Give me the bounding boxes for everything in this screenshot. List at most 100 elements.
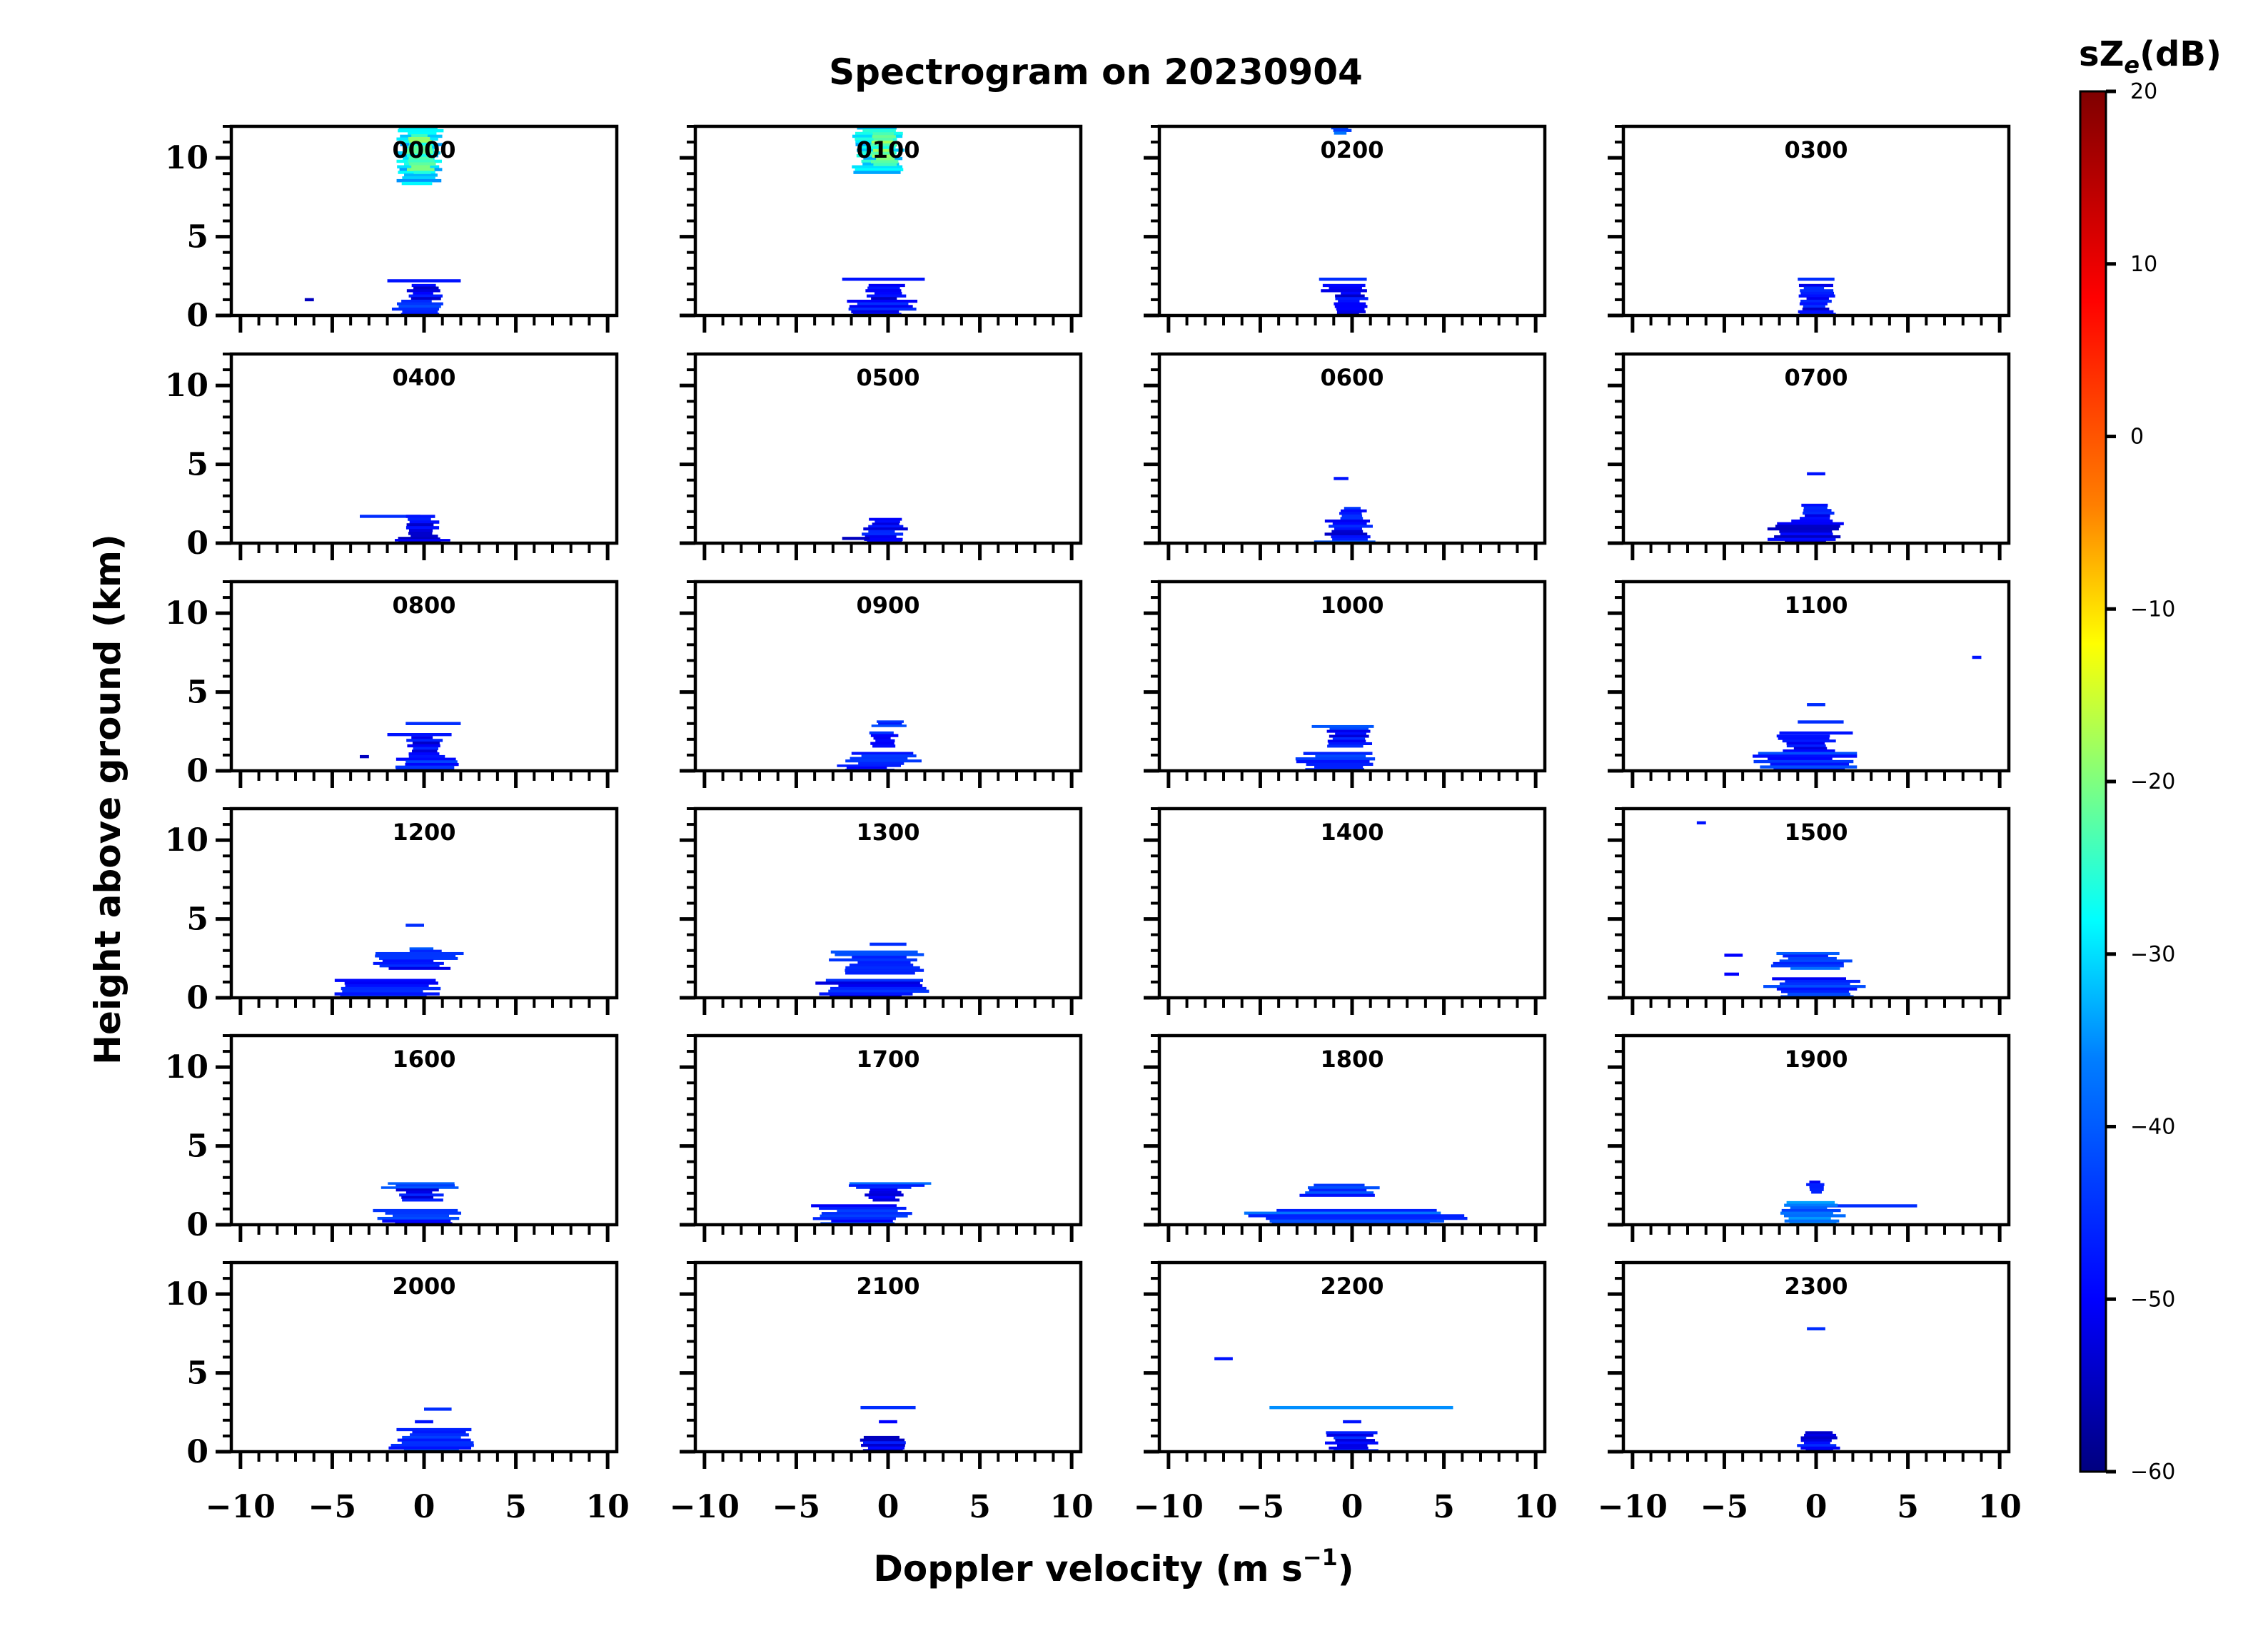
echo-line xyxy=(1214,1357,1233,1360)
echo-line xyxy=(360,754,369,759)
panel-label: 0800 xyxy=(392,592,455,619)
x-tick-label: 0 xyxy=(1341,1489,1364,1525)
echo-feature xyxy=(387,733,452,737)
panel-1800: 1800 xyxy=(1144,1033,1547,1242)
echo-bin xyxy=(1803,509,1832,512)
echo-bin xyxy=(1786,744,1826,748)
colorbar-tick-label: −50 xyxy=(2130,1287,2175,1312)
colorbar-label-sub: e xyxy=(2124,51,2140,79)
echo-line xyxy=(415,1420,433,1424)
echo-line xyxy=(304,298,314,302)
echo-bin xyxy=(1335,297,1369,300)
echo-bin xyxy=(1798,310,1834,313)
echo-feature xyxy=(1798,283,1836,316)
echo-bin xyxy=(1331,530,1364,533)
colorbar-tick-label: 10 xyxy=(2130,252,2157,277)
echo-bin xyxy=(1326,1431,1378,1435)
echo-bin xyxy=(1783,749,1835,753)
echo-bin xyxy=(402,310,438,313)
echo-bin xyxy=(1311,724,1374,728)
colorbar-tick-label: −30 xyxy=(2130,942,2175,967)
echo-bin xyxy=(409,520,440,524)
echo-bin xyxy=(853,171,901,174)
echo-bin xyxy=(388,966,451,970)
echo-bin xyxy=(1305,1191,1374,1195)
echo-bin xyxy=(871,297,897,300)
echo-bin xyxy=(1780,532,1833,536)
colorbar-label: sZe(dB) xyxy=(2079,34,2222,79)
echo-bin xyxy=(404,151,434,155)
echo-bin xyxy=(858,762,904,765)
echo-bin xyxy=(1767,527,1839,531)
echo-line xyxy=(1972,655,1982,659)
panel-0200: 0200 xyxy=(1144,124,1547,333)
panel-2100: −10 −5 0 5 10 2100 xyxy=(670,1260,1094,1525)
echo-feature xyxy=(1324,1431,1379,1452)
echo-feature xyxy=(360,515,420,518)
echo-bin xyxy=(825,979,923,982)
echo-feature xyxy=(848,1182,932,1189)
echo-feature xyxy=(1319,278,1367,281)
echo-bin xyxy=(1811,1190,1822,1194)
echo-bin xyxy=(406,289,440,293)
echo-bin xyxy=(837,1209,898,1213)
x-tick-label: 5 xyxy=(1433,1489,1455,1525)
echo-bin xyxy=(409,142,434,146)
colorbar-tick-label: −40 xyxy=(2130,1115,2175,1140)
colorbar-ticks: 20 10 0 −10 −20 −30 −40 −50 −60 xyxy=(2106,79,2175,1485)
echo-bin xyxy=(1306,762,1374,767)
echo-feature xyxy=(1972,655,1982,659)
echo-bin xyxy=(1782,739,1836,743)
echo-bin xyxy=(395,1188,439,1192)
echo-bin xyxy=(1324,532,1368,536)
echo-bin xyxy=(869,517,902,521)
echo-line xyxy=(424,1407,452,1411)
echo-bin xyxy=(1335,294,1365,298)
echo-bin xyxy=(1324,519,1371,523)
echo-bin xyxy=(865,535,897,539)
echo-feature xyxy=(815,979,929,998)
echo-bin xyxy=(380,1186,459,1189)
echo-bin xyxy=(1328,742,1373,746)
echo-line xyxy=(1696,821,1706,825)
panel-label: 2000 xyxy=(392,1273,455,1300)
echo-bin xyxy=(871,160,899,163)
echo-feature xyxy=(1295,752,1376,772)
echo-bin xyxy=(408,529,433,532)
x-tick-label: −5 xyxy=(308,1489,356,1525)
echo-bin xyxy=(1803,511,1835,515)
echo-feature xyxy=(1798,720,1844,724)
echo-bin xyxy=(1800,289,1834,293)
colorbar-gradient xyxy=(2079,90,2107,1473)
echo-line xyxy=(1334,477,1349,480)
panel-label: 0200 xyxy=(1320,136,1384,163)
echo-bin xyxy=(811,1204,897,1208)
echo-bin xyxy=(1338,299,1360,303)
echo-bin xyxy=(829,958,917,962)
echo-bin xyxy=(821,1212,912,1215)
echo-bin xyxy=(1327,739,1366,743)
echo-bin xyxy=(1779,959,1853,963)
echo-line xyxy=(387,733,452,737)
echo-feature xyxy=(1696,821,1706,825)
echo-bin xyxy=(1760,765,1858,769)
echo-bin xyxy=(845,966,920,970)
echo-bin xyxy=(393,1214,450,1218)
echo-bin xyxy=(395,539,450,542)
y-tick-label: 0 xyxy=(186,1207,208,1243)
echo-bin xyxy=(391,307,440,311)
echo-bin xyxy=(830,986,927,991)
panel-label: 1400 xyxy=(1320,819,1384,846)
x-tick-label: 10 xyxy=(1978,1489,2022,1525)
echo-bin xyxy=(344,981,438,985)
echo-line xyxy=(1798,1204,1917,1208)
x-tick-label: 5 xyxy=(505,1489,527,1525)
echo-bin xyxy=(410,1433,469,1437)
echo-bin xyxy=(1776,987,1858,991)
echo-bin xyxy=(1326,729,1371,733)
y-tick-label: 0 xyxy=(186,753,208,789)
echo-bin xyxy=(390,1443,474,1447)
panel-label: 1500 xyxy=(1784,819,1848,846)
echo-bin xyxy=(864,537,903,541)
echo-feature xyxy=(395,754,459,772)
